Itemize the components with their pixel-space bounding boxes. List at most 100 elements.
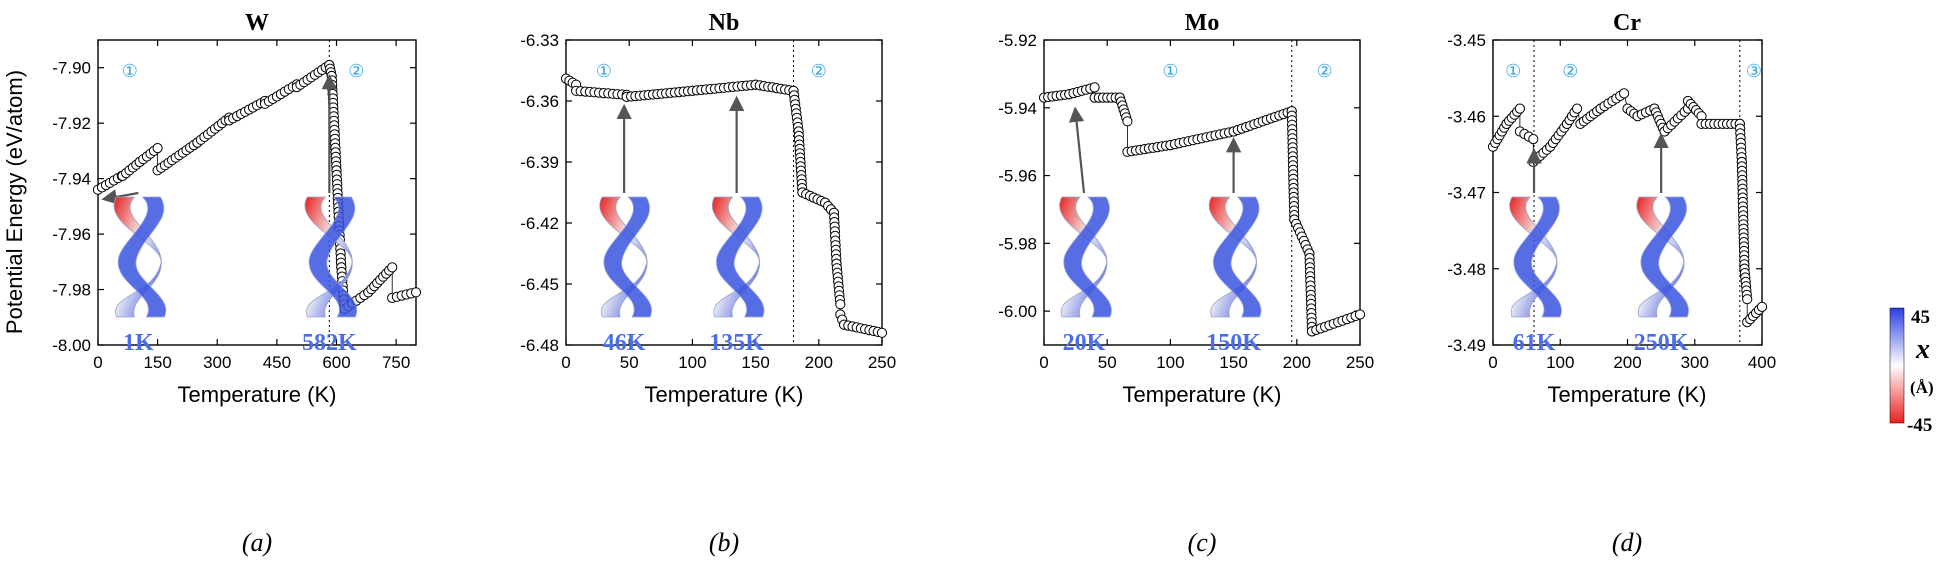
twisted-structure <box>1059 196 1112 318</box>
y-tick-label: -7.94 <box>52 170 91 189</box>
x-tick-label: 750 <box>382 353 410 372</box>
y-tick-label: -6.39 <box>520 153 559 172</box>
data-point <box>876 327 888 338</box>
region-label: ① <box>122 61 138 81</box>
x-tick-label: 200 <box>1283 353 1311 372</box>
data-point <box>410 287 422 298</box>
x-tick-label: 600 <box>322 353 350 372</box>
y-tick-label: -6.48 <box>520 336 559 355</box>
panel-d: Cr Temperature (K) (d) 0 100 200 300 400 -3.4… <box>1447 10 1776 557</box>
helix-strand <box>603 196 653 318</box>
data-point <box>1514 103 1526 114</box>
snapshot-temperature-label: 61K <box>1513 330 1556 356</box>
panel-a: W Temperature (K) (a) 0 150 300 450 600 750 -8… <box>52 10 422 557</box>
y-tick-label: -6.33 <box>520 31 559 50</box>
data-point <box>1572 103 1583 114</box>
snapshot-temperature-label: 250K <box>1634 330 1689 356</box>
panel-caption: (a) <box>242 528 272 557</box>
region-label: ② <box>348 61 364 81</box>
panel-title: W <box>245 10 269 36</box>
y-tick-label: -6.42 <box>520 214 559 233</box>
twisted-structure <box>1636 196 1690 318</box>
twisted-structure <box>304 196 358 318</box>
data-point <box>1122 116 1133 127</box>
colorbar-gradient <box>1889 307 1905 424</box>
data-point <box>1742 294 1753 305</box>
y-tick-label: -6.00 <box>998 302 1037 321</box>
snapshot-temperature-label: 20K <box>1063 330 1106 356</box>
x-tick-label: 100 <box>1546 353 1574 372</box>
helix-strand <box>716 196 765 318</box>
x-axis-label: Temperature (K) <box>645 382 804 407</box>
x-tick-label: 100 <box>678 353 706 372</box>
x-tick-label: 0 <box>561 353 570 372</box>
y-axis-label: Potential Energy (eV/atom) <box>2 70 27 334</box>
x-tick-label: 250 <box>1346 353 1374 372</box>
x-tick-label: 150 <box>1219 353 1247 372</box>
x-tick-label: 450 <box>263 353 291 372</box>
panel-title: Nb <box>709 10 740 36</box>
y-tick-label: -7.90 <box>52 59 91 78</box>
y-tick-label: -5.92 <box>998 31 1037 50</box>
data-point <box>835 299 846 310</box>
twisted-structure <box>113 196 167 318</box>
x-tick-label: 150 <box>143 353 171 372</box>
x-tick-label: 200 <box>805 353 833 372</box>
region-label: ① <box>1505 61 1521 81</box>
data-point <box>1528 134 1539 145</box>
snapshot-temperature-label: 582K <box>302 330 357 356</box>
region-label: ③ <box>1746 61 1762 81</box>
y-tick-label: -7.96 <box>52 225 91 244</box>
y-tick-label: -3.46 <box>1447 107 1486 126</box>
plot-frame <box>565 39 883 346</box>
x-tick-label: 50 <box>1098 353 1117 372</box>
helix-strand <box>117 196 167 318</box>
y-tick-label: -6.36 <box>520 92 559 111</box>
x-tick-label: 50 <box>620 353 639 372</box>
panel-b: Nb Temperature (K) (b) 0 50 100 150 200 250 -6… <box>520 10 896 557</box>
twisted-structure <box>1208 196 1262 318</box>
data-point <box>387 262 398 273</box>
y-tick-label: -7.98 <box>52 281 91 300</box>
y-tick-label: -3.48 <box>1447 260 1486 279</box>
x-axis-label: Temperature (K) <box>1123 382 1282 407</box>
x-axis-label: Temperature (K) <box>1548 382 1707 407</box>
y-tick-label: -6.45 <box>520 275 559 294</box>
data-point <box>1089 82 1100 93</box>
helix-strand <box>1513 196 1562 318</box>
data-point <box>1756 301 1768 312</box>
snapshot-arrow <box>101 189 139 205</box>
data-point <box>1619 88 1630 99</box>
y-tick-label: -5.96 <box>998 167 1037 186</box>
helix-strand <box>1213 196 1262 318</box>
snapshot-arrow <box>1068 106 1086 194</box>
panel-title: Cr <box>1613 10 1641 36</box>
x-tick-label: 300 <box>203 353 231 372</box>
panel-caption: (d) <box>1612 528 1642 557</box>
twisted-structure <box>599 196 653 318</box>
helix-strand <box>1063 196 1112 318</box>
colorbar-unit: (Å) <box>1910 378 1934 397</box>
x-tick-label: 150 <box>741 353 769 372</box>
helix-strand <box>1640 196 1690 318</box>
x-tick-label: 100 <box>1156 353 1184 372</box>
x-tick-label: 400 <box>1748 353 1776 372</box>
snapshot-temperature-label: 1K <box>123 330 154 356</box>
snapshot-temperature-label: 135K <box>709 330 764 356</box>
x-tick-label: 0 <box>1039 353 1048 372</box>
y-tick-label: -5.98 <box>998 234 1037 253</box>
x-tick-label: 0 <box>1488 353 1497 372</box>
y-tick-label: -3.49 <box>1447 336 1486 355</box>
region-label: ② <box>1562 61 1578 81</box>
twisted-structure <box>711 196 765 318</box>
region-label: ② <box>1317 61 1333 81</box>
data-point <box>1354 309 1366 320</box>
colorbar-max-label: 45 <box>1911 307 1930 328</box>
twisted-structure <box>1509 196 1562 318</box>
x-axis-label: Temperature (K) <box>178 382 337 407</box>
panel-c: Mo Temperature (K) (c) 0 50 100 150 200 250 -6… <box>998 10 1374 557</box>
panel-caption: (c) <box>1188 528 1217 557</box>
snapshot-temperature-label: 150K <box>1206 330 1261 356</box>
helix-strand <box>308 196 358 318</box>
